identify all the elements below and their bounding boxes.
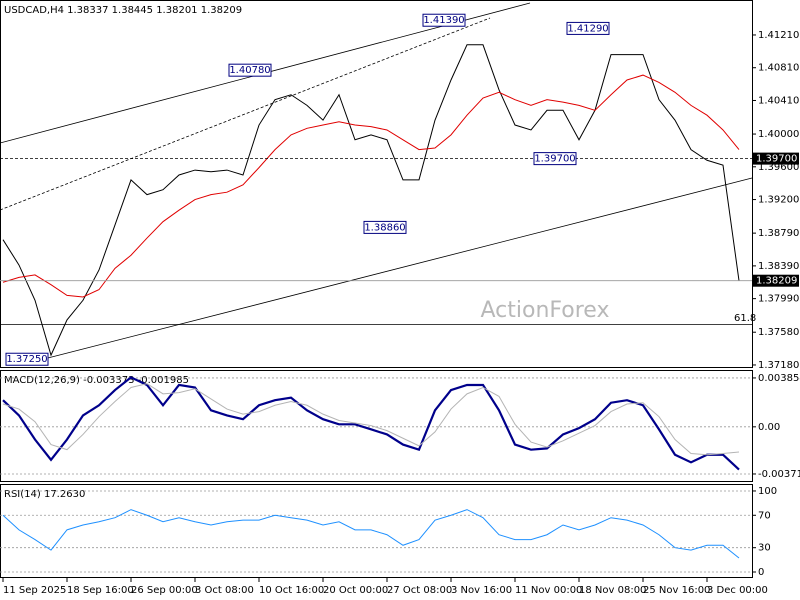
annotation-label: 1.37250	[6, 354, 47, 365]
y-tick-label: 100	[758, 486, 777, 497]
watermark: ActionForex	[481, 298, 610, 323]
price-box-label: 1.38209	[756, 276, 797, 287]
y-tick-label: -0.003717	[758, 469, 800, 480]
price-box	[753, 152, 799, 165]
channel-lower	[39, 177, 753, 361]
y-tick-label: 1.37990	[758, 294, 799, 305]
x-tick-label: 18 Sep 16:00	[67, 585, 134, 596]
y-tick-label: 1.37180	[758, 360, 799, 371]
y-tick-label: 1.38390	[758, 261, 799, 272]
x-tick-label: 3 Nov 16:00	[451, 585, 512, 596]
panel-frame	[0, 484, 753, 578]
fib-label: 61.8	[734, 313, 756, 324]
annotation-label: 1.39700	[534, 154, 575, 165]
annotation-label: 1.41390	[423, 15, 464, 26]
y-tick-label: 1.40000	[758, 129, 799, 140]
price-box	[753, 274, 799, 287]
y-tick-label: 0	[758, 567, 764, 578]
annotation-box	[422, 13, 466, 27]
x-tick-label: 25 Nov 16:00	[643, 585, 710, 596]
annotation-box	[566, 21, 610, 35]
x-tick-label: 11 Nov 00:00	[515, 585, 582, 596]
x-tick-label: 18 Nov 08:00	[579, 585, 646, 596]
y-tick-label: 1.40410	[758, 95, 799, 106]
annotation-box	[363, 220, 407, 234]
series-line	[2, 509, 740, 559]
x-tick-label: 20 Oct 00:00	[323, 585, 388, 596]
y-tick-label: 1.41210	[758, 30, 799, 41]
x-tick-label: 27 Oct 08:00	[387, 585, 452, 596]
y-tick-label: 0.00	[758, 422, 780, 433]
panel-frame	[0, 370, 753, 482]
series-line	[2, 44, 740, 357]
annotation-box	[5, 352, 49, 366]
annotation-label: 1.38860	[364, 222, 405, 233]
annotation-label: 1.40780	[229, 65, 270, 76]
x-tick-label: 3 Dec 00:00	[707, 585, 768, 596]
y-tick-label: 1.37580	[758, 327, 799, 338]
x-tick-label: 3 Oct 08:00	[195, 585, 254, 596]
channel-mid	[0, 17, 491, 211]
series-line	[2, 376, 740, 471]
panel-title: MACD(12,26,9) -0.003373 -0.001985	[4, 375, 189, 386]
y-tick-label: 1.39200	[758, 195, 799, 206]
y-tick-label: 1.38790	[758, 228, 799, 239]
y-tick-label: 30	[758, 543, 771, 554]
y-tick-label: 1.39600	[758, 162, 799, 173]
y-tick-label: 0.003854	[758, 373, 800, 384]
y-tick-label: 70	[758, 510, 771, 521]
price-box-label: 1.39700	[756, 154, 797, 165]
panel-title: USDCAD,H4 1.38337 1.38445 1.38201 1.3820…	[4, 5, 242, 16]
annotation-box	[533, 152, 577, 166]
x-tick-label: 10 Oct 16:00	[259, 585, 324, 596]
series-line	[2, 74, 740, 298]
annotation-box	[228, 63, 272, 77]
series-line	[2, 383, 740, 456]
annotation-label: 1.41290	[567, 23, 608, 34]
x-tick-label: 11 Sep 2025	[3, 585, 66, 596]
panel-frame	[0, 0, 753, 368]
y-tick-label: 1.40810	[758, 63, 799, 74]
x-tick-label: 26 Sep 00:00	[131, 585, 198, 596]
panel-title: RSI(14) 17.2630	[4, 489, 85, 500]
